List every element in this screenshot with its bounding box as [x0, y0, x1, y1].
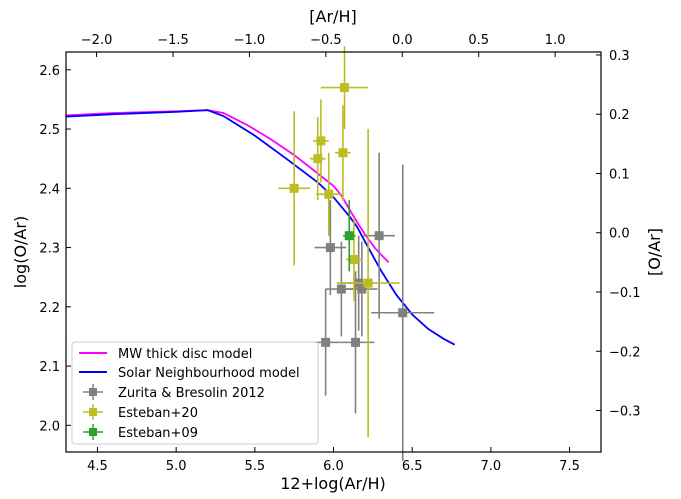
y2-tick-label: 0.1	[609, 167, 630, 182]
point-marker	[325, 243, 335, 253]
y-tick-label: 2.4	[39, 182, 60, 197]
point-marker	[289, 183, 299, 193]
x-tick-label: 7.5	[559, 459, 580, 474]
legend-label-solar-neighbourhood: Solar Neighbourhood model	[118, 366, 300, 381]
x-tick-label: 6.5	[402, 459, 423, 474]
point-marker	[357, 284, 367, 294]
y-tick-label: 2.3	[39, 242, 60, 257]
point-marker	[321, 337, 331, 347]
point-marker	[324, 189, 334, 199]
x2-tick-label: 1.0	[545, 33, 566, 48]
y-tick-label: 2.5	[39, 123, 60, 138]
data-point-0-7	[371, 164, 435, 461]
data-point-1-3	[316, 152, 342, 236]
data-point-1-7	[336, 129, 400, 438]
point-marker	[313, 154, 323, 164]
data-point-1-2	[313, 99, 329, 183]
y2-tick-label: −0.2	[609, 345, 641, 360]
y2-tick-label: 0.3	[609, 49, 630, 64]
x-tick-label: 4.5	[87, 459, 108, 474]
y-tick-label: 2.1	[39, 360, 60, 375]
point-marker	[336, 284, 346, 294]
x2-tick-label: −1.5	[157, 33, 189, 48]
model-lines	[65, 109, 456, 346]
model-line-1	[65, 109, 456, 346]
model-line-0	[65, 109, 390, 264]
legend-marker-esteban20	[83, 404, 103, 420]
legend-label-esteban09: Esteban+09	[118, 426, 198, 441]
legend-box	[71, 341, 319, 445]
y2-tick-label: 0.0	[609, 227, 630, 242]
point-marker	[340, 83, 350, 93]
y-tick-label: 2.0	[39, 419, 60, 434]
x2-tick-label: −2.0	[81, 33, 113, 48]
x-tick-label: 5.5	[244, 459, 265, 474]
legend: MW thick disc model Solar Neighbourhood …	[71, 341, 319, 445]
y2-tick-label: −0.3	[609, 405, 641, 420]
data-point-1-1	[309, 117, 326, 201]
legend-label-mw-thick-disc: MW thick disc model	[118, 347, 252, 362]
x2-tick-label: −0.5	[310, 33, 342, 48]
legend-label-zurita: Zurita & Bresolin 2012	[118, 386, 265, 401]
point-marker	[398, 308, 408, 318]
x2-tick-label: 0.0	[392, 33, 413, 48]
legend-marker-zurita	[83, 384, 103, 400]
data-point-1-0	[278, 111, 310, 266]
data-point-2-0	[342, 200, 356, 272]
legend-label-esteban20: Esteban+20	[118, 406, 198, 421]
y2-tick-label: −0.1	[609, 286, 641, 301]
x-tick-label: 6.0	[323, 459, 344, 474]
x2-axis-title: [Ar/H]	[309, 7, 356, 26]
y2-axis-title: [O/Ar]	[645, 228, 664, 276]
point-marker	[344, 231, 354, 241]
point-marker	[374, 231, 384, 241]
x-tick-label: 5.0	[166, 459, 187, 474]
point-marker	[351, 337, 361, 347]
x2-tick-label: −1.0	[234, 33, 266, 48]
x-tick-label: 7.0	[481, 459, 502, 474]
point-marker	[338, 148, 348, 158]
point-marker	[316, 136, 326, 146]
point-marker	[363, 278, 373, 288]
point-marker	[349, 254, 359, 264]
x2-tick-label: 0.5	[468, 33, 489, 48]
y-tick-label: 2.6	[39, 64, 60, 79]
legend-marker-esteban09	[83, 424, 103, 440]
data-point-0-3	[346, 241, 378, 337]
x-axis-title: 12+log(Ar/H)	[280, 474, 386, 493]
data-points	[278, 46, 435, 461]
data-point-1-4	[335, 105, 351, 201]
axis-ticks: 4.5 5.0 5.5 6.0 6.5 7.0 7.5 2.0 2.1 2.2 2.3 2.4 2.5 2…	[39, 33, 640, 474]
data-point-1-5	[320, 46, 369, 130]
y-axis-title: log(O/Ar)	[11, 216, 30, 288]
y-tick-label: 2.2	[39, 301, 60, 316]
y2-tick-label: 0.2	[609, 108, 630, 123]
